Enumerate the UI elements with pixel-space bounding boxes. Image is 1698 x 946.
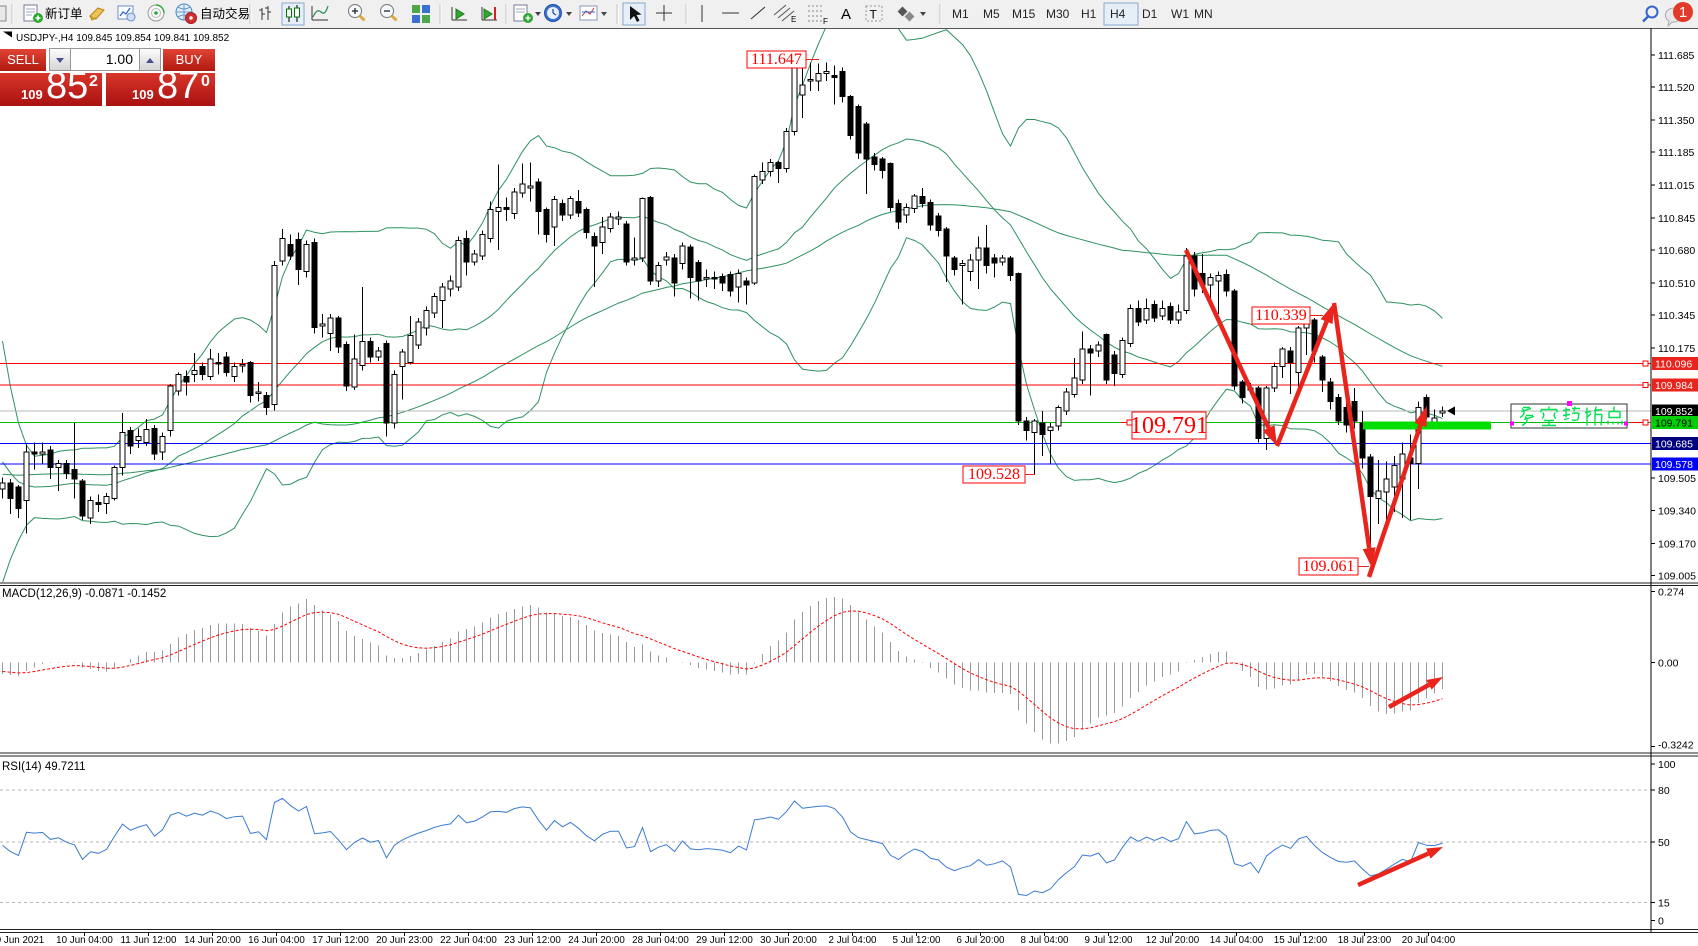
svg-text:111.185: 111.185 xyxy=(1658,147,1695,159)
svg-text:110.845: 110.845 xyxy=(1658,213,1695,225)
svg-text:0.274: 0.274 xyxy=(1658,586,1684,598)
svg-text:14 Jun 20:00: 14 Jun 20:00 xyxy=(184,935,241,946)
svg-text:M1: M1 xyxy=(952,7,969,21)
svg-text:110.345: 110.345 xyxy=(1658,310,1695,322)
svg-text:1: 1 xyxy=(1679,4,1687,21)
svg-text:11 Jun 12:00: 11 Jun 12:00 xyxy=(121,935,177,946)
svg-text:109.791: 109.791 xyxy=(1130,413,1208,439)
svg-text:0: 0 xyxy=(1658,916,1664,928)
svg-text:111.520: 111.520 xyxy=(1658,82,1695,94)
svg-text:110.175: 110.175 xyxy=(1658,343,1695,355)
svg-text:111.350: 111.350 xyxy=(1658,115,1695,127)
svg-text:109.005: 109.005 xyxy=(1658,570,1696,582)
svg-text:24 Jun 20:00: 24 Jun 20:00 xyxy=(568,935,625,946)
svg-text:28 Jun 04:00: 28 Jun 04:00 xyxy=(632,935,689,946)
svg-text:110.339: 110.339 xyxy=(1255,307,1306,324)
svg-text:A: A xyxy=(841,6,851,23)
svg-text:-0.3242: -0.3242 xyxy=(1658,740,1694,752)
svg-text:18 Jul 23:00: 18 Jul 23:00 xyxy=(1338,935,1392,946)
svg-text:9 Jul 12:00: 9 Jul 12:00 xyxy=(1085,935,1133,946)
svg-text:M15: M15 xyxy=(1012,7,1036,21)
svg-text:RSI(14) 49.7211: RSI(14) 49.7211 xyxy=(2,761,86,773)
svg-text:自动交易: 自动交易 xyxy=(200,6,250,21)
svg-text:23 Jun 12:00: 23 Jun 12:00 xyxy=(504,935,561,946)
svg-text:110.096: 110.096 xyxy=(1655,359,1692,371)
svg-text:2 Jul 04:00: 2 Jul 04:00 xyxy=(829,935,877,946)
svg-text:9 Jun 2021: 9 Jun 2021 xyxy=(0,935,44,946)
svg-text:110.680: 110.680 xyxy=(1658,245,1695,257)
svg-text:MACD(12,26,9) -0.0871 -0.1452: MACD(12,26,9) -0.0871 -0.1452 xyxy=(2,588,166,600)
svg-text:109.061: 109.061 xyxy=(1303,558,1355,575)
svg-text:新订单: 新订单 xyxy=(45,6,83,21)
svg-text:F: F xyxy=(823,17,828,26)
svg-text:15: 15 xyxy=(1658,898,1670,910)
svg-text:20 Jun 23:00: 20 Jun 23:00 xyxy=(376,935,433,946)
svg-text:H4: H4 xyxy=(1110,7,1126,21)
svg-text:17 Jun 12:00: 17 Jun 12:00 xyxy=(312,935,369,946)
svg-text:109.170: 109.170 xyxy=(1658,538,1696,550)
svg-text:111.647: 111.647 xyxy=(751,51,802,68)
svg-text:5 Jul 12:00: 5 Jul 12:00 xyxy=(893,935,941,946)
svg-text:110.510: 110.510 xyxy=(1658,278,1695,290)
svg-text:109.528: 109.528 xyxy=(968,466,1020,483)
svg-text:29 Jun 12:00: 29 Jun 12:00 xyxy=(696,935,753,946)
svg-text:111.685: 111.685 xyxy=(1658,50,1695,62)
svg-text:T: T xyxy=(870,8,878,22)
svg-text:109.340: 109.340 xyxy=(1658,505,1696,517)
svg-text:USDJPY-,H4 109.845 109.854 10: USDJPY-,H4 109.845 109.854 109.841 109.8… xyxy=(16,33,230,44)
svg-text:MN: MN xyxy=(1194,7,1213,21)
svg-text:20 Jul 04:00: 20 Jul 04:00 xyxy=(1402,935,1456,946)
svg-text:16 Jun 04:00: 16 Jun 04:00 xyxy=(248,935,305,946)
svg-text:8 Jul 04:00: 8 Jul 04:00 xyxy=(1021,935,1069,946)
svg-text:22 Jun 04:00: 22 Jun 04:00 xyxy=(440,935,497,946)
svg-text:80: 80 xyxy=(1658,785,1670,797)
svg-text:109.852: 109.852 xyxy=(1655,406,1693,418)
svg-text:10 Jun 04:00: 10 Jun 04:00 xyxy=(56,935,113,946)
svg-text:30 Jun 20:00: 30 Jun 20:00 xyxy=(760,935,817,946)
svg-text:H1: H1 xyxy=(1081,7,1097,21)
svg-text:100: 100 xyxy=(1658,759,1676,771)
svg-text:14 Jul 04:00: 14 Jul 04:00 xyxy=(1210,935,1264,946)
svg-text:15 Jul 12:00: 15 Jul 12:00 xyxy=(1274,935,1328,946)
svg-text:111.015: 111.015 xyxy=(1658,180,1695,192)
svg-text:12 Jul 20:00: 12 Jul 20:00 xyxy=(1146,935,1200,946)
svg-text:0.00: 0.00 xyxy=(1658,658,1679,670)
svg-text:109.791: 109.791 xyxy=(1655,418,1693,430)
svg-text:50: 50 xyxy=(1658,837,1670,849)
svg-text:M5: M5 xyxy=(983,7,1000,21)
svg-text:M30: M30 xyxy=(1046,7,1070,21)
svg-text:109.505: 109.505 xyxy=(1658,473,1696,485)
svg-text:D1: D1 xyxy=(1142,7,1158,21)
svg-text:109.984: 109.984 xyxy=(1655,380,1693,392)
svg-text:6 Jul 20:00: 6 Jul 20:00 xyxy=(957,935,1005,946)
svg-text:E: E xyxy=(791,15,796,24)
svg-text:109.578: 109.578 xyxy=(1655,459,1693,471)
svg-text:109.685: 109.685 xyxy=(1655,438,1693,450)
svg-text:W1: W1 xyxy=(1171,7,1189,21)
